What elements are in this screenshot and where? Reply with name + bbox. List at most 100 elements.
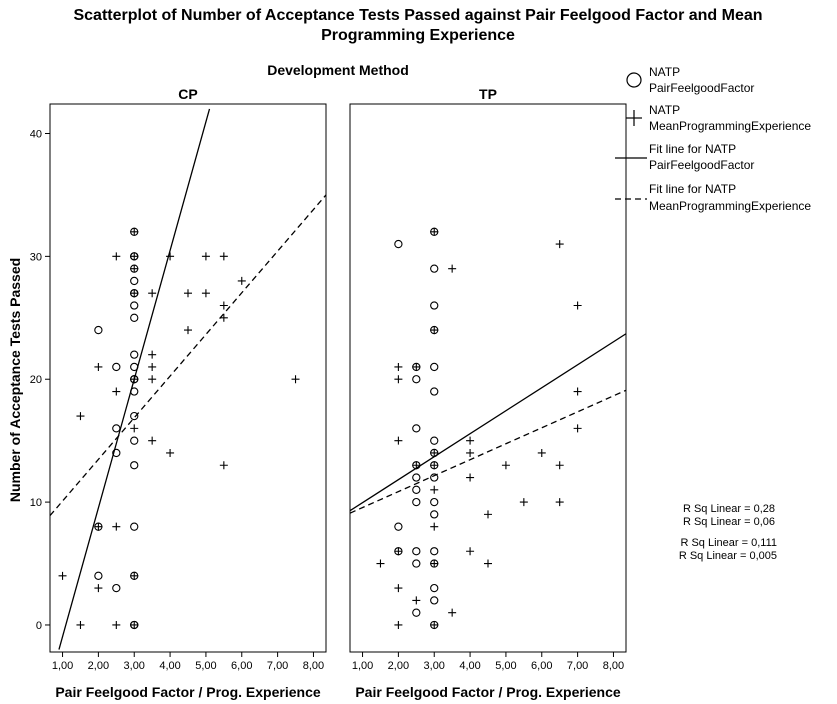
x-tick-label: 5,00 [495,660,516,672]
data-point-plus [412,362,421,371]
data-point-plus [466,547,475,556]
y-tick-label: 0 [36,620,42,632]
data-point-plus [430,620,439,629]
data-point-plus [237,276,246,285]
y-tick-label: 40 [30,128,42,140]
data-point-circle [112,424,121,433]
x-tick-label: 6,00 [231,660,252,672]
data-point-circle [394,239,403,249]
panel-title-tp: TP [479,86,497,102]
data-point-plus [448,264,457,273]
data-point-plus [130,571,139,580]
chart-title-line-1: Scatterplot of Number of Acceptance Test… [73,7,762,24]
data-point-plus [376,559,385,568]
data-point-plus [466,436,475,445]
chart-title-line-2: Programming Experience [321,27,515,44]
data-point-circle [394,522,403,531]
data-point-plus [219,461,228,470]
fit-line-dashed [350,389,626,514]
data-point-plus [76,620,85,629]
data-point-plus [430,326,439,335]
rsq-tp-solid: R Sq Linear = 0,111 [680,537,777,549]
data-point-plus [148,362,157,371]
x-tick-label: 2,00 [88,660,109,672]
data-point-circle [430,596,439,605]
data-point-plus [555,461,564,470]
data-point-circle [112,362,121,372]
x-tick-label: 4,00 [159,660,180,672]
data-point-plus [394,620,403,629]
data-point-circle [430,436,439,445]
legend-item-1-line-1: NATP [649,65,680,79]
data-point-plus [166,252,175,261]
x-axis-label-tp: Pair Feelgood Factor / Prog. Experience [355,684,621,700]
data-point-circle [130,276,139,286]
x-tick-label: 1,00 [352,660,373,672]
legend-plus-marker [626,110,642,126]
data-point-plus [184,289,192,298]
data-point-plus [430,559,439,568]
legend-item-1-line-2: PairFeelgoodFactor [649,81,754,95]
legend-item-2-line-2: MeanProgrammingExperience [649,119,811,133]
data-point-plus [430,485,439,494]
legend-item-3-line-2: PairFeelgoodFactor [649,158,754,172]
data-point-circle [412,547,421,556]
rsq-tp-dashed: R Sq Linear = 0,005 [679,550,777,562]
data-point-circle [430,362,439,372]
data-point-circle [412,473,421,482]
data-point-circle [430,547,439,556]
data-point-plus [130,424,139,433]
data-point-plus [466,473,475,482]
data-point-circle [130,436,139,445]
x-tick-label: 7,00 [567,660,588,672]
data-point-plus [394,584,403,593]
panel-title-cp: CP [178,86,197,102]
data-point-plus [112,387,121,396]
data-point-plus [291,375,300,384]
y-tick-label: 30 [30,251,42,263]
data-point-plus [394,362,403,371]
x-axis-label-cp: Pair Feelgood Factor / Prog. Experience [55,684,321,700]
data-point-circle [430,264,439,273]
y-tick-label: 10 [30,497,42,509]
data-point-plus [448,608,457,617]
data-point-plus [148,350,157,359]
x-tick-label: 5,00 [195,660,216,672]
data-point-plus [94,522,103,531]
data-point-plus [430,522,439,531]
data-point-plus [219,313,228,322]
data-point-circle [130,362,139,372]
data-point-circle [430,473,439,482]
legend-item-4-line-2: MeanProgrammingExperience [649,199,811,213]
data-point-plus [430,227,439,236]
data-point-plus [112,620,121,629]
data-point-plus [573,424,582,433]
data-point-plus [130,252,139,261]
data-point-circle [130,301,139,310]
data-point-plus [537,448,546,457]
y-tick-label: 20 [30,374,42,386]
data-point-plus [466,448,475,457]
data-point-plus [166,448,175,457]
data-point-plus [130,264,139,273]
data-point-plus [130,375,139,384]
data-point-plus [130,289,139,298]
x-tick-label: 2,00 [388,660,409,672]
data-point-circle [412,559,421,568]
rsq-annotations: R Sq Linear = 0,28 R Sq Linear = 0,06 R … [679,503,777,562]
data-point-circle [130,411,139,421]
data-point-circle [130,461,139,470]
data-point-plus [112,522,121,531]
data-point-plus [130,620,139,629]
legend-circle-marker [626,72,642,88]
legend-item-4-line-1: Fit line for NATP [649,182,736,196]
panel-cp: CP 1,00 2,00 3,00 4,00 5,00 6,00 7,00 8,00 0 10 20 3… [30,86,327,700]
data-point-plus [573,301,582,310]
data-point-circle [430,387,439,396]
legend-item-3-line-1: Fit line for NATP [649,142,736,156]
data-point-plus [501,461,510,470]
data-point-circle [430,510,439,519]
fit-line-solid [350,333,626,512]
data-point-circle [430,301,439,310]
data-point-plus [112,252,121,261]
